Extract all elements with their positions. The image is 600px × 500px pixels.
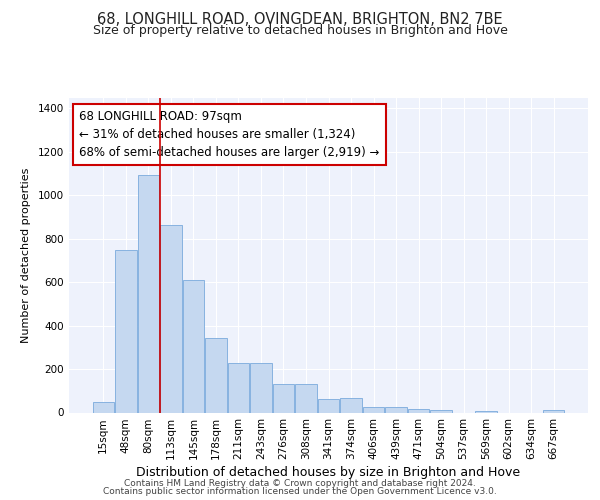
Bar [205, 338, 227, 412]
Bar [408, 408, 429, 412]
Bar [182, 280, 204, 412]
Bar [228, 363, 249, 412]
Bar [318, 399, 339, 412]
Bar [160, 224, 182, 412]
X-axis label: Distribution of detached houses by size in Brighton and Hove: Distribution of detached houses by size … [136, 466, 521, 479]
Bar [273, 384, 294, 412]
Bar [363, 407, 384, 412]
Bar [475, 411, 497, 412]
Bar [340, 398, 362, 412]
Bar [430, 410, 452, 412]
Text: Size of property relative to detached houses in Brighton and Hove: Size of property relative to detached ho… [92, 24, 508, 37]
Bar [137, 174, 159, 412]
Bar [115, 250, 137, 412]
Bar [295, 384, 317, 412]
Text: Contains public sector information licensed under the Open Government Licence v3: Contains public sector information licen… [103, 487, 497, 496]
Y-axis label: Number of detached properties: Number of detached properties [21, 168, 31, 342]
Text: 68, LONGHILL ROAD, OVINGDEAN, BRIGHTON, BN2 7BE: 68, LONGHILL ROAD, OVINGDEAN, BRIGHTON, … [97, 12, 503, 28]
Bar [543, 410, 565, 412]
Bar [385, 407, 407, 412]
Text: Contains HM Land Registry data © Crown copyright and database right 2024.: Contains HM Land Registry data © Crown c… [124, 478, 476, 488]
Bar [250, 363, 272, 412]
Bar [92, 402, 114, 412]
Text: 68 LONGHILL ROAD: 97sqm
← 31% of detached houses are smaller (1,324)
68% of semi: 68 LONGHILL ROAD: 97sqm ← 31% of detache… [79, 110, 380, 159]
